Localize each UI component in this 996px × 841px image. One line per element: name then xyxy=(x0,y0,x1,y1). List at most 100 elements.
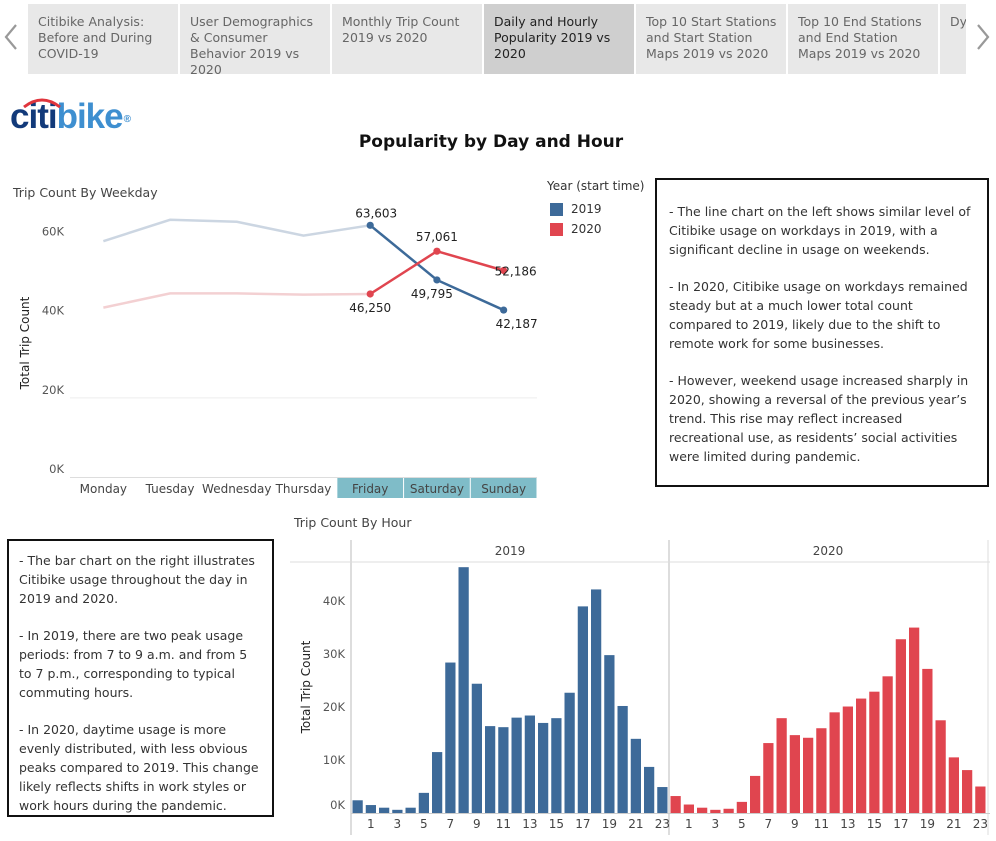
y-axis-label: Total Trip Count xyxy=(18,296,32,390)
y-tick-40K: 40K xyxy=(323,594,346,608)
data-label-2020-sunday: 52,186 xyxy=(495,264,537,278)
y-tick-30K: 30K xyxy=(323,647,346,661)
tab-6[interactable]: Dy Sta xyxy=(940,4,966,74)
bar-2019-hour-15 xyxy=(551,718,562,813)
x-tick-tuesday: Tuesday xyxy=(145,482,195,496)
x-tick-2019-19: 19 xyxy=(602,817,617,831)
page-title: Popularity by Day and Hour xyxy=(358,132,624,152)
y-tick-40K: 40K xyxy=(42,304,65,318)
weekday-highlight-saturday xyxy=(404,478,470,498)
bar-2020-hour-8 xyxy=(776,718,787,813)
y-tick-0K: 0K xyxy=(330,798,345,812)
hourly-note-2: - In 2019, there are two peak usage peri… xyxy=(19,628,248,700)
x-tick-2020-1: 1 xyxy=(685,817,693,831)
tab-2[interactable]: Monthly Trip Count 2019 vs 2020 xyxy=(332,4,482,74)
chevron-left-icon[interactable] xyxy=(4,22,18,52)
x-tick-2019-1: 1 xyxy=(367,817,375,831)
line-chart-title: Trip Count By Weekday xyxy=(13,185,158,200)
tab-3[interactable]: Daily and Hourly Popularity 2019 vs 2020 xyxy=(484,4,634,74)
story-tab-strip: Citibike Analysis: Before and During COV… xyxy=(28,4,966,74)
chevron-right-icon[interactable] xyxy=(976,22,990,52)
weekday-note-2: - In 2020, Citibike usage on workdays re… xyxy=(669,279,968,351)
bar-2019-hour-11 xyxy=(498,727,509,813)
x-tick-2020-3: 3 xyxy=(712,817,720,831)
x-tick-2020-21: 21 xyxy=(946,817,961,831)
x-tick-2019-7: 7 xyxy=(447,817,455,831)
legend-item-2020[interactable]: 2020 xyxy=(547,219,644,239)
citibike-logo: citibike® xyxy=(10,97,131,136)
bar-2020-hour-14 xyxy=(856,698,867,813)
x-tick-2020-11: 11 xyxy=(814,817,829,831)
bar-2019-hour-20 xyxy=(617,705,628,813)
hourly-notes-box[interactable]: - The bar chart on the right illustrates… xyxy=(7,539,274,817)
legend-swatch-2020 xyxy=(550,222,563,236)
bar-2020-hour-4 xyxy=(723,808,734,813)
bar-2020-hour-21 xyxy=(948,757,959,813)
bar-2019-hour-13 xyxy=(524,715,535,813)
x-tick-friday: Friday xyxy=(352,482,388,496)
bar-2020-hour-7 xyxy=(763,743,774,813)
point-2019-saturday xyxy=(433,276,441,284)
x-tick-2020-19: 19 xyxy=(920,817,935,831)
point-2019-friday xyxy=(366,221,374,229)
bar-2020-hour-23 xyxy=(975,786,986,813)
x-tick-sunday: Sunday xyxy=(481,482,526,496)
bar-2019-hour-10 xyxy=(485,726,496,813)
bar-2019-hour-7 xyxy=(445,662,456,813)
x-tick-saturday: Saturday xyxy=(410,482,464,496)
x-tick-2020-5: 5 xyxy=(738,817,746,831)
bar-2019-hour-9 xyxy=(471,683,482,813)
x-tick-2019-13: 13 xyxy=(522,817,537,831)
bar-2019-hour-23 xyxy=(657,787,668,813)
bar-2019-hour-6 xyxy=(432,752,443,813)
bar-2020-hour-15 xyxy=(869,691,880,813)
weekday-notes-box: - The line chart on the left shows simil… xyxy=(655,178,989,487)
legend-swatch-2019 xyxy=(550,202,563,216)
panel-header-area xyxy=(290,531,990,563)
y-tick-60K: 60K xyxy=(42,225,65,239)
bar-2019-hour-21 xyxy=(630,738,641,813)
hourly-note-1: - The bar chart on the right illustrates… xyxy=(19,553,255,606)
x-tick-2020-15: 15 xyxy=(867,817,882,831)
y-tick-20K: 20K xyxy=(42,383,65,397)
tab-1[interactable]: User Demographics & Consumer Behavior 20… xyxy=(180,4,330,74)
x-tick-2019-9: 9 xyxy=(473,817,481,831)
bar-2020-hour-9 xyxy=(789,735,800,813)
x-tick-2019-23: 23 xyxy=(655,817,670,831)
x-tick-2019-15: 15 xyxy=(549,817,564,831)
bar-2019-hour-22 xyxy=(644,766,655,813)
data-label-2020-friday: 46,250 xyxy=(349,301,391,315)
x-tick-2020-9: 9 xyxy=(791,817,799,831)
tab-5[interactable]: Top 10 End Stations and End Station Maps… xyxy=(788,4,938,74)
bar-2019-hour-3 xyxy=(392,809,403,813)
bar-2020-hour-0 xyxy=(670,796,681,813)
tab-0[interactable]: Citibike Analysis: Before and During COV… xyxy=(28,4,178,74)
tab-4[interactable]: Top 10 Start Stations and Start Station … xyxy=(636,4,786,74)
bar-2020-hour-16 xyxy=(882,676,893,813)
point-2020-sunday xyxy=(500,266,508,275)
data-label-2019-sunday: 42,187 xyxy=(496,317,538,331)
legend-label-2019: 2019 xyxy=(571,202,602,216)
data-label-2019-friday: 63,603 xyxy=(355,206,397,220)
x-tick-2019-11: 11 xyxy=(496,817,511,831)
bar-2019-hour-16 xyxy=(564,692,575,813)
panel-header-2019: 2019 xyxy=(495,544,526,558)
bar-2020-hour-5 xyxy=(736,801,747,813)
legend-title: Year (start time) xyxy=(547,179,645,193)
legend-label-2020: 2020 xyxy=(571,222,602,236)
weekday-highlight-sunday xyxy=(470,478,537,498)
point-2020-friday xyxy=(366,290,374,298)
bar-2020-hour-13 xyxy=(842,706,853,813)
bar-2019-hour-19 xyxy=(604,655,615,813)
bar-y-axis-label: Total Trip Count xyxy=(299,640,313,734)
point-2019-sunday xyxy=(500,306,508,314)
x-tick-2019-3: 3 xyxy=(394,817,402,831)
legend-item-2019[interactable]: 2019 xyxy=(547,199,644,219)
x-tick-thursday: Thursday xyxy=(275,482,332,496)
y-tick-0K: 0K xyxy=(49,462,64,476)
x-tick-2020-13: 13 xyxy=(840,817,855,831)
y-tick-20K: 20K xyxy=(323,700,346,714)
bar-2020-hour-1 xyxy=(683,804,694,813)
bar-2019-hour-18 xyxy=(591,589,602,813)
